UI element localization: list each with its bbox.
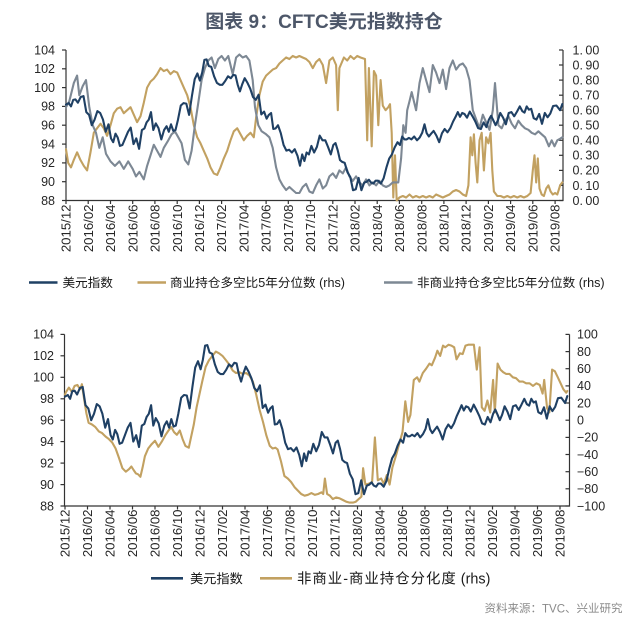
svg-text:2018/04: 2018/04 xyxy=(373,510,388,558)
svg-text:104: 104 xyxy=(34,43,55,57)
svg-text:0. 80: 0. 80 xyxy=(573,73,600,87)
svg-text:9: 9 xyxy=(243,12,259,33)
svg-text:2017/12: 2017/12 xyxy=(328,510,343,558)
svg-text:2018/08: 2018/08 xyxy=(414,205,429,253)
svg-text:98: 98 xyxy=(40,392,54,406)
svg-text:−80: −80 xyxy=(577,482,598,496)
svg-text:88: 88 xyxy=(40,499,54,513)
svg-text:5: 5 xyxy=(518,276,525,290)
svg-text:(rhs): (rhs) xyxy=(575,276,604,290)
svg-text:−40: −40 xyxy=(577,448,598,462)
svg-text:2016/06: 2016/06 xyxy=(125,205,140,253)
svg-text:2018/12: 2018/12 xyxy=(459,205,474,253)
svg-text:100: 100 xyxy=(577,328,598,342)
svg-text:94: 94 xyxy=(41,137,55,151)
svg-text:5: 5 xyxy=(258,276,265,290)
svg-text:2015/12: 2015/12 xyxy=(58,510,73,558)
svg-text:2017/10: 2017/10 xyxy=(305,510,320,558)
svg-text:2019/04: 2019/04 xyxy=(503,205,518,253)
svg-text:104: 104 xyxy=(33,328,54,342)
svg-text:-: - xyxy=(343,571,348,587)
svg-text:2016/10: 2016/10 xyxy=(170,205,185,253)
svg-text:(rhs): (rhs) xyxy=(316,276,345,290)
svg-text:2016/12: 2016/12 xyxy=(192,205,207,253)
svg-text:2019/02: 2019/02 xyxy=(485,510,500,558)
svg-text:2016/04: 2016/04 xyxy=(103,510,118,558)
svg-text:2017/12: 2017/12 xyxy=(325,205,340,253)
svg-text:2017/04: 2017/04 xyxy=(238,510,253,558)
svg-text:88: 88 xyxy=(41,194,55,208)
svg-text:2018/04: 2018/04 xyxy=(370,205,385,253)
svg-text:2018/02: 2018/02 xyxy=(350,510,365,558)
svg-text:2019/06: 2019/06 xyxy=(525,205,540,253)
svg-text:2018/08: 2018/08 xyxy=(418,510,433,558)
svg-text:2017/08: 2017/08 xyxy=(281,205,296,253)
svg-text:2019/08: 2019/08 xyxy=(548,205,563,253)
svg-text:2018/02: 2018/02 xyxy=(348,205,363,253)
svg-text:80: 80 xyxy=(577,345,591,359)
svg-text:0. 60: 0. 60 xyxy=(573,104,600,118)
svg-text:−100: −100 xyxy=(577,499,605,513)
svg-text:2016/06: 2016/06 xyxy=(125,510,140,558)
svg-text:92: 92 xyxy=(40,456,54,470)
svg-text:2018/12: 2018/12 xyxy=(463,510,478,558)
svg-text:−20: −20 xyxy=(577,431,598,445)
svg-text:2018/06: 2018/06 xyxy=(392,205,407,253)
svg-text:2015/12: 2015/12 xyxy=(59,205,74,253)
svg-text:2016/08: 2016/08 xyxy=(148,205,163,253)
svg-text:2017/06: 2017/06 xyxy=(259,205,274,253)
svg-text:2017/02: 2017/02 xyxy=(215,510,230,558)
svg-text:60: 60 xyxy=(577,362,591,376)
svg-text:2018/06: 2018/06 xyxy=(395,510,410,558)
svg-text:0. 30: 0. 30 xyxy=(573,149,600,163)
svg-text:96: 96 xyxy=(41,119,55,133)
svg-text:2019/02: 2019/02 xyxy=(481,205,496,253)
svg-text:2018/10: 2018/10 xyxy=(437,205,452,253)
svg-text:2016/12: 2016/12 xyxy=(193,510,208,558)
svg-text:94: 94 xyxy=(40,435,54,449)
svg-text:(rhs): (rhs) xyxy=(457,571,491,587)
svg-text:0. 90: 0. 90 xyxy=(573,58,600,72)
svg-text:0. 70: 0. 70 xyxy=(573,89,600,103)
svg-text:100: 100 xyxy=(33,371,54,385)
svg-text:2016/02: 2016/02 xyxy=(80,510,95,558)
svg-text:2017/02: 2017/02 xyxy=(214,205,229,253)
svg-text:2016/08: 2016/08 xyxy=(148,510,163,558)
svg-text:2019/06: 2019/06 xyxy=(530,510,545,558)
svg-text:2019/04: 2019/04 xyxy=(508,510,523,558)
svg-text:CFTC: CFTC xyxy=(278,12,329,33)
svg-text:0: 0 xyxy=(577,414,584,428)
svg-text:2018/10: 2018/10 xyxy=(440,510,455,558)
svg-text:2017/08: 2017/08 xyxy=(283,510,298,558)
svg-text:0. 40: 0. 40 xyxy=(573,134,600,148)
svg-text:TVC: TVC xyxy=(542,603,565,615)
svg-text:2016/04: 2016/04 xyxy=(103,205,118,253)
svg-text:102: 102 xyxy=(33,349,54,363)
svg-text:2016/02: 2016/02 xyxy=(81,205,96,253)
svg-text:0. 20: 0. 20 xyxy=(573,164,600,178)
svg-text:2017/06: 2017/06 xyxy=(260,510,275,558)
svg-text:92: 92 xyxy=(41,156,55,170)
svg-text:0. 00: 0. 00 xyxy=(573,194,600,208)
svg-text:0. 10: 0. 10 xyxy=(573,179,600,193)
svg-text:0. 50: 0. 50 xyxy=(573,119,600,133)
svg-text:1. 00: 1. 00 xyxy=(573,43,600,57)
svg-text:2016/10: 2016/10 xyxy=(170,510,185,558)
svg-text:90: 90 xyxy=(40,478,54,492)
svg-text:96: 96 xyxy=(40,414,54,428)
svg-text:2017/04: 2017/04 xyxy=(236,205,251,253)
svg-text:100: 100 xyxy=(34,81,55,95)
svg-text:20: 20 xyxy=(577,396,591,410)
svg-text:2019/08: 2019/08 xyxy=(553,510,568,558)
svg-text:−60: −60 xyxy=(577,465,598,479)
svg-text:2017/10: 2017/10 xyxy=(303,205,318,253)
svg-text:90: 90 xyxy=(41,175,55,189)
svg-text:40: 40 xyxy=(577,379,591,393)
svg-text:98: 98 xyxy=(41,100,55,114)
svg-text:102: 102 xyxy=(34,62,55,76)
